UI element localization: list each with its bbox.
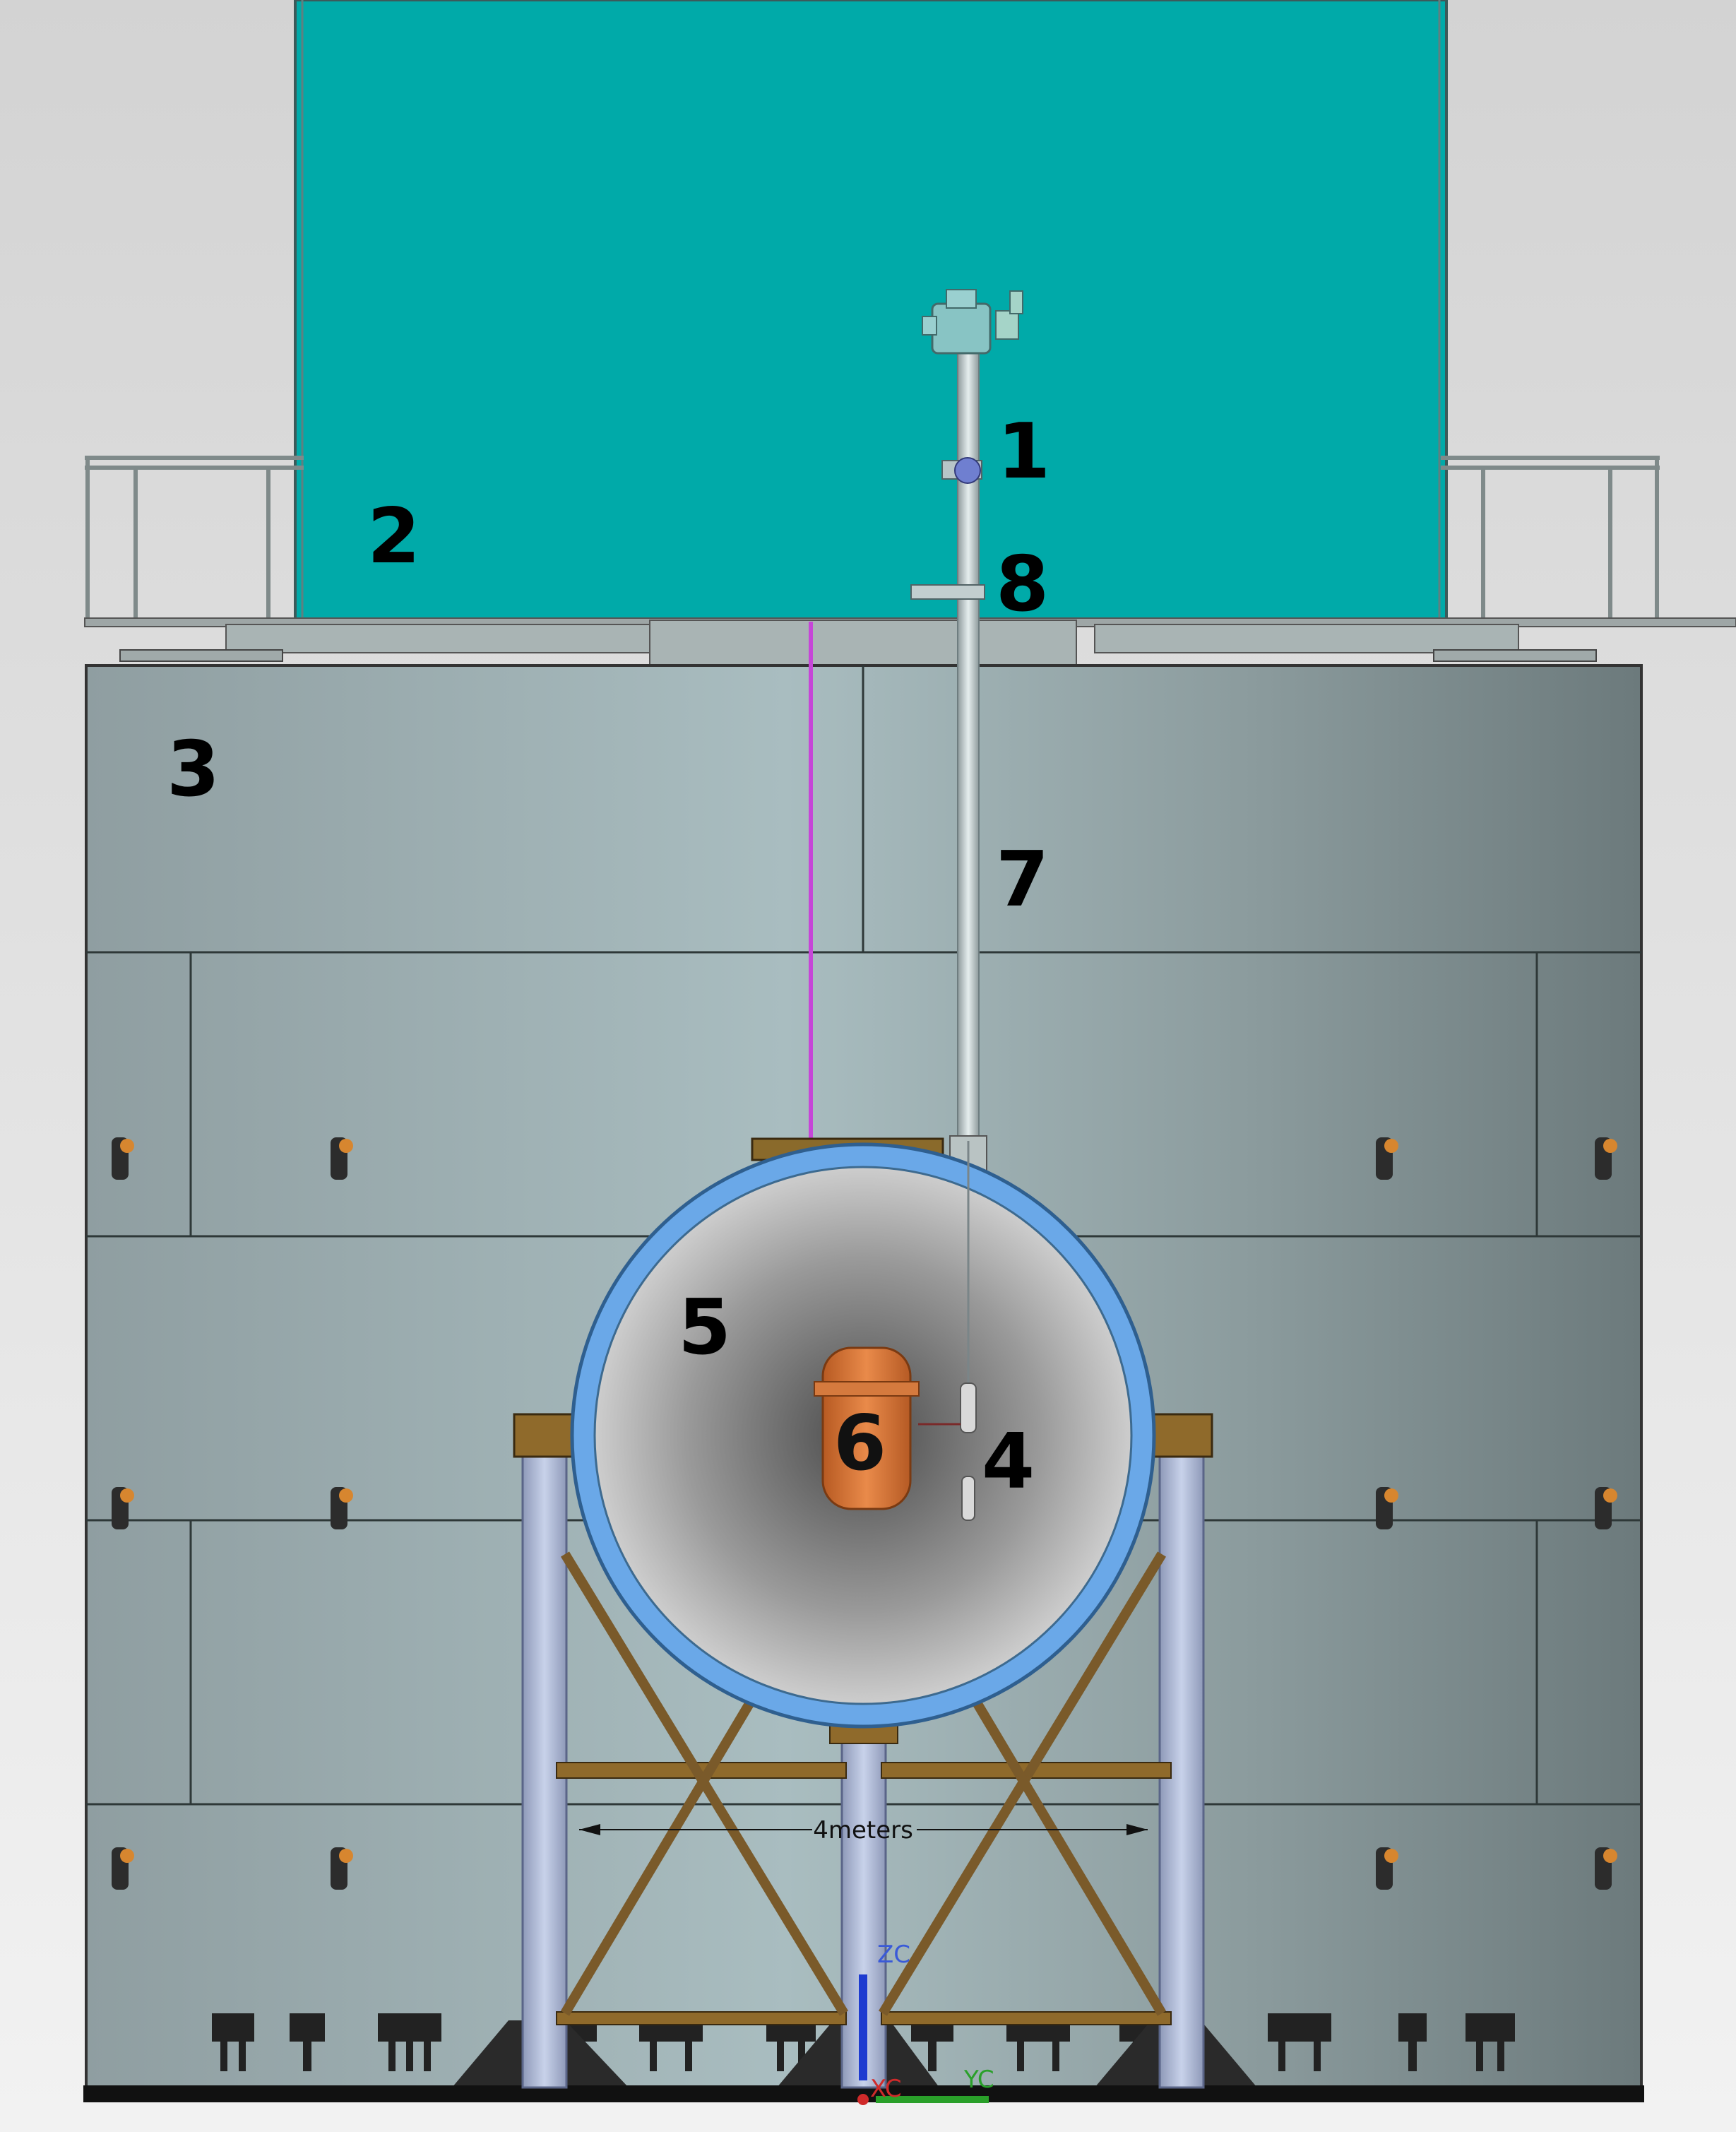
axis-z-label: ZC [877,1941,910,1969]
sensor-icon [1595,1137,1617,1180]
copper-detector [814,1346,920,1510]
water-tank [294,0,1448,623]
valve-icon [954,457,981,484]
label-2: 2 [367,492,420,581]
sensor-icon [331,1137,353,1180]
platform-deck [84,617,1736,669]
sensor-icon [1376,1487,1398,1529]
sensor-icon [112,1487,134,1529]
label-4: 4 [982,1418,1035,1506]
axis-y-label: YC [963,2066,994,2094]
left-railing [85,456,304,622]
sensor-icon [1376,1137,1398,1180]
support-structure [513,1413,1213,2089]
right-railing [1441,456,1660,622]
pipes [809,353,980,1142]
calibration-tube [957,353,980,1142]
label-7: 7 [996,836,1049,924]
sensor-icon [1376,1847,1398,1890]
axis-x-label: XC [870,2075,902,2103]
label-5: 5 [678,1284,731,1372]
calibration-head [910,289,1023,600]
sensor-icon [331,1487,353,1529]
label-3: 3 [167,726,220,814]
label-1: 1 [997,408,1050,496]
dimension-label: 4meters [813,1816,913,1844]
dimension-4meters: 4meters [579,1816,1148,1844]
calibration-source [918,1141,977,1521]
label-6: 6 [833,1399,886,1488]
sensor-icon [112,1847,134,1890]
sensor-icon [112,1137,134,1180]
label-8: 8 [996,540,1049,629]
sensor-icon [331,1847,353,1890]
sensor-icon [1595,1847,1617,1890]
coordinate-axes: ZC YC XC [857,1941,994,2105]
wall-sensors [112,1137,1617,1890]
sensor-icon [1595,1487,1617,1529]
